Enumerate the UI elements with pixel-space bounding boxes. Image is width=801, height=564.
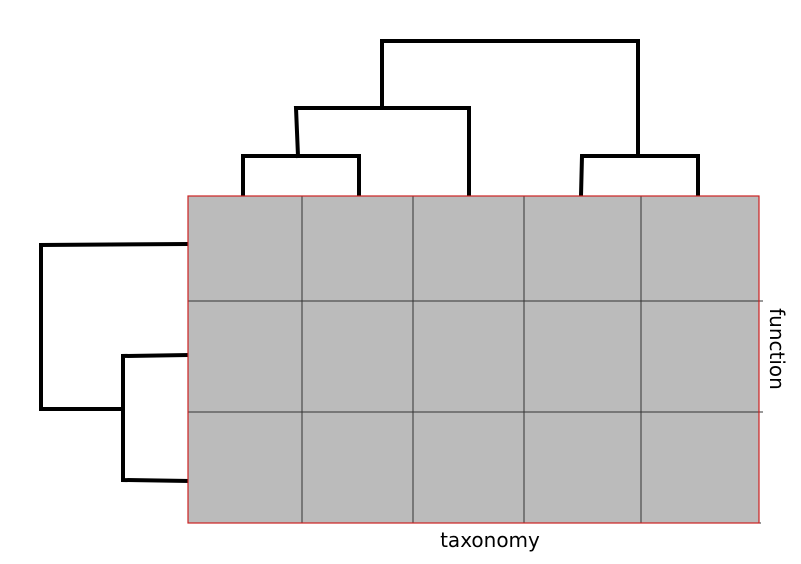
heatmap-cell-r2-c5 [641,301,759,412]
heatmap-cell-r3-c3 [413,412,524,523]
heatmap-cell-r3-c5 [641,412,759,523]
row-dendrogram [39,241,191,484]
heatmap-cell-r1-c5 [641,196,759,301]
column-cluster-root [380,39,640,158]
heatmap-cell-r1-c1 [188,196,302,301]
row-cluster-23 [121,352,191,484]
heatmap-cells [188,196,759,523]
heatmap-cell-r3-c1 [188,412,302,523]
heatmap-cell-r2-c4 [524,301,641,412]
y-axis-label: function [765,308,789,390]
column-cluster-ab [241,154,361,198]
heatmap-cell-r1-c4 [524,196,641,301]
heatmap-frame [187,195,760,524]
column-cluster-de [578,154,700,199]
heatmap-cell-r3-c4 [524,412,641,523]
heatmap-cell-r2-c2 [302,301,413,412]
heatmap-cell-r3-c2 [302,412,413,523]
heatmap-cell-r2-c1 [188,301,302,412]
x-axis-label: taxonomy [440,528,540,552]
heatmap-cell-r1-c2 [302,196,413,301]
heatmap-cell-r1-c3 [413,196,524,301]
column-dendrogram [241,39,700,199]
column-cluster-abc [293,106,471,198]
row-cluster-root [39,241,191,411]
heatmap-cell-r2-c3 [413,301,524,412]
